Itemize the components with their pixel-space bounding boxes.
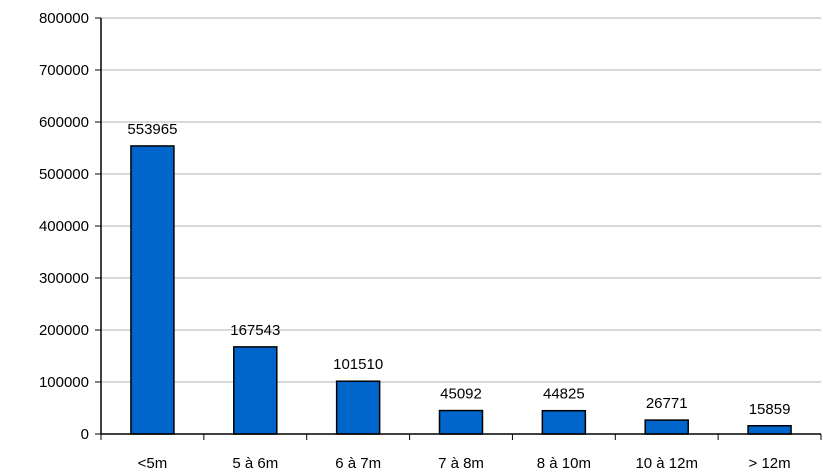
data-label: 15859 — [749, 401, 791, 418]
x-tick-label: 10 à 12m — [635, 455, 698, 472]
bar — [335, 380, 381, 435]
axes — [95, 17, 822, 440]
data-label: 26771 — [646, 395, 688, 412]
bar — [644, 419, 689, 435]
x-tick-label: 6 à 7m — [335, 455, 381, 472]
y-tick-label: 800000 — [39, 10, 89, 27]
bar — [747, 425, 792, 435]
grid-lines — [101, 17, 821, 383]
x-tick-label: > 12m — [749, 455, 791, 472]
y-tick-label: 0 — [81, 426, 89, 443]
bars — [130, 145, 792, 435]
data-label: 553965 — [127, 121, 177, 138]
x-tick-label: 5 à 6m — [232, 455, 278, 472]
y-tick-label: 400000 — [39, 218, 89, 235]
y-tick-label: 700000 — [39, 62, 89, 79]
data-label: 167543 — [230, 322, 280, 339]
y-tick-label: 300000 — [39, 270, 89, 287]
labels: 0 100000 200000 300000 400000 500000 600000 700… — [39, 10, 791, 472]
y-tick-label: 500000 — [39, 166, 89, 183]
y-tick-label: 200000 — [39, 322, 89, 339]
x-tick-label: 7 à 8m — [438, 455, 484, 472]
y-tick-label: 100000 — [39, 374, 89, 391]
x-tick-label: <5m — [138, 455, 168, 472]
data-label: 45092 — [440, 386, 482, 403]
y-tick-label: 600000 — [39, 114, 89, 131]
x-tick-label: 8 à 10m — [537, 455, 591, 472]
data-label: 44825 — [543, 386, 585, 403]
bar — [130, 145, 175, 435]
bar — [438, 409, 484, 435]
bar — [541, 409, 587, 435]
data-label: 101510 — [333, 356, 383, 373]
bar — [233, 346, 278, 435]
